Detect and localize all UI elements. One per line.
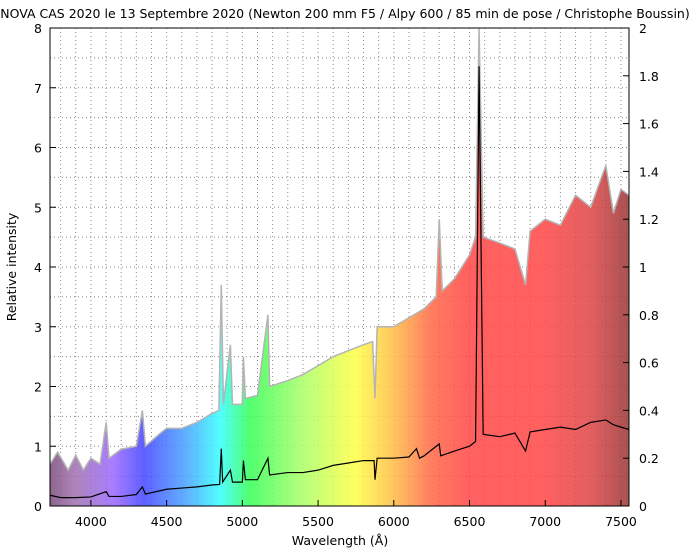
x-tick-label: 5500	[302, 514, 334, 529]
x-tick-label: 5000	[226, 514, 258, 529]
axes: 4000 4500 5000 5500 6000 6500 7000 750001234567…	[34, 21, 659, 529]
x-tick-label: 6000	[378, 514, 410, 529]
y2-tick-label: 1.4	[639, 164, 659, 179]
x-tick-label: 6500	[454, 514, 486, 529]
x-tick-label: 4000	[75, 514, 107, 529]
x-axis-label: Wavelength (Å)	[292, 533, 388, 548]
y-tick-label: 5	[34, 200, 42, 215]
series-black-line	[50, 66, 629, 499]
spectrum-fill	[50, 28, 629, 506]
y-tick-label: 3	[34, 320, 42, 335]
x-tick-label: 4500	[151, 514, 183, 529]
y2-tick-label: 0.4	[639, 403, 659, 418]
y2-tick-label: 1.8	[639, 69, 659, 84]
y-tick-label: 1	[34, 439, 42, 454]
y-tick-label: 6	[34, 141, 42, 156]
y-axis-label: Relative intensity	[4, 212, 19, 321]
x-tick-label: 7000	[529, 514, 561, 529]
y-tick-label: 7	[34, 81, 42, 96]
y2-tick-label: 1	[639, 260, 647, 275]
chart-title: NOVA CAS 2020 le 13 Septembre 2020 (Newt…	[0, 6, 689, 21]
y2-tick-label: 1.6	[639, 117, 659, 132]
y2-tick-label: 0	[639, 499, 647, 514]
y2-tick-label: 0.2	[639, 451, 659, 466]
y-tick-label: 2	[34, 380, 42, 395]
series-gray-line	[50, 28, 629, 472]
x-tick-label: 7500	[605, 514, 637, 529]
y2-tick-label: 0.6	[639, 356, 659, 371]
y2-tick-label: 1.2	[639, 212, 659, 227]
y-tick-label: 4	[34, 260, 42, 275]
grid	[50, 28, 629, 506]
y-tick-label: 0	[34, 499, 42, 514]
y-tick-label: 8	[34, 21, 42, 36]
y2-tick-label: 2	[639, 21, 647, 36]
plot-area	[50, 28, 629, 506]
y2-tick-label: 0.8	[639, 308, 659, 323]
